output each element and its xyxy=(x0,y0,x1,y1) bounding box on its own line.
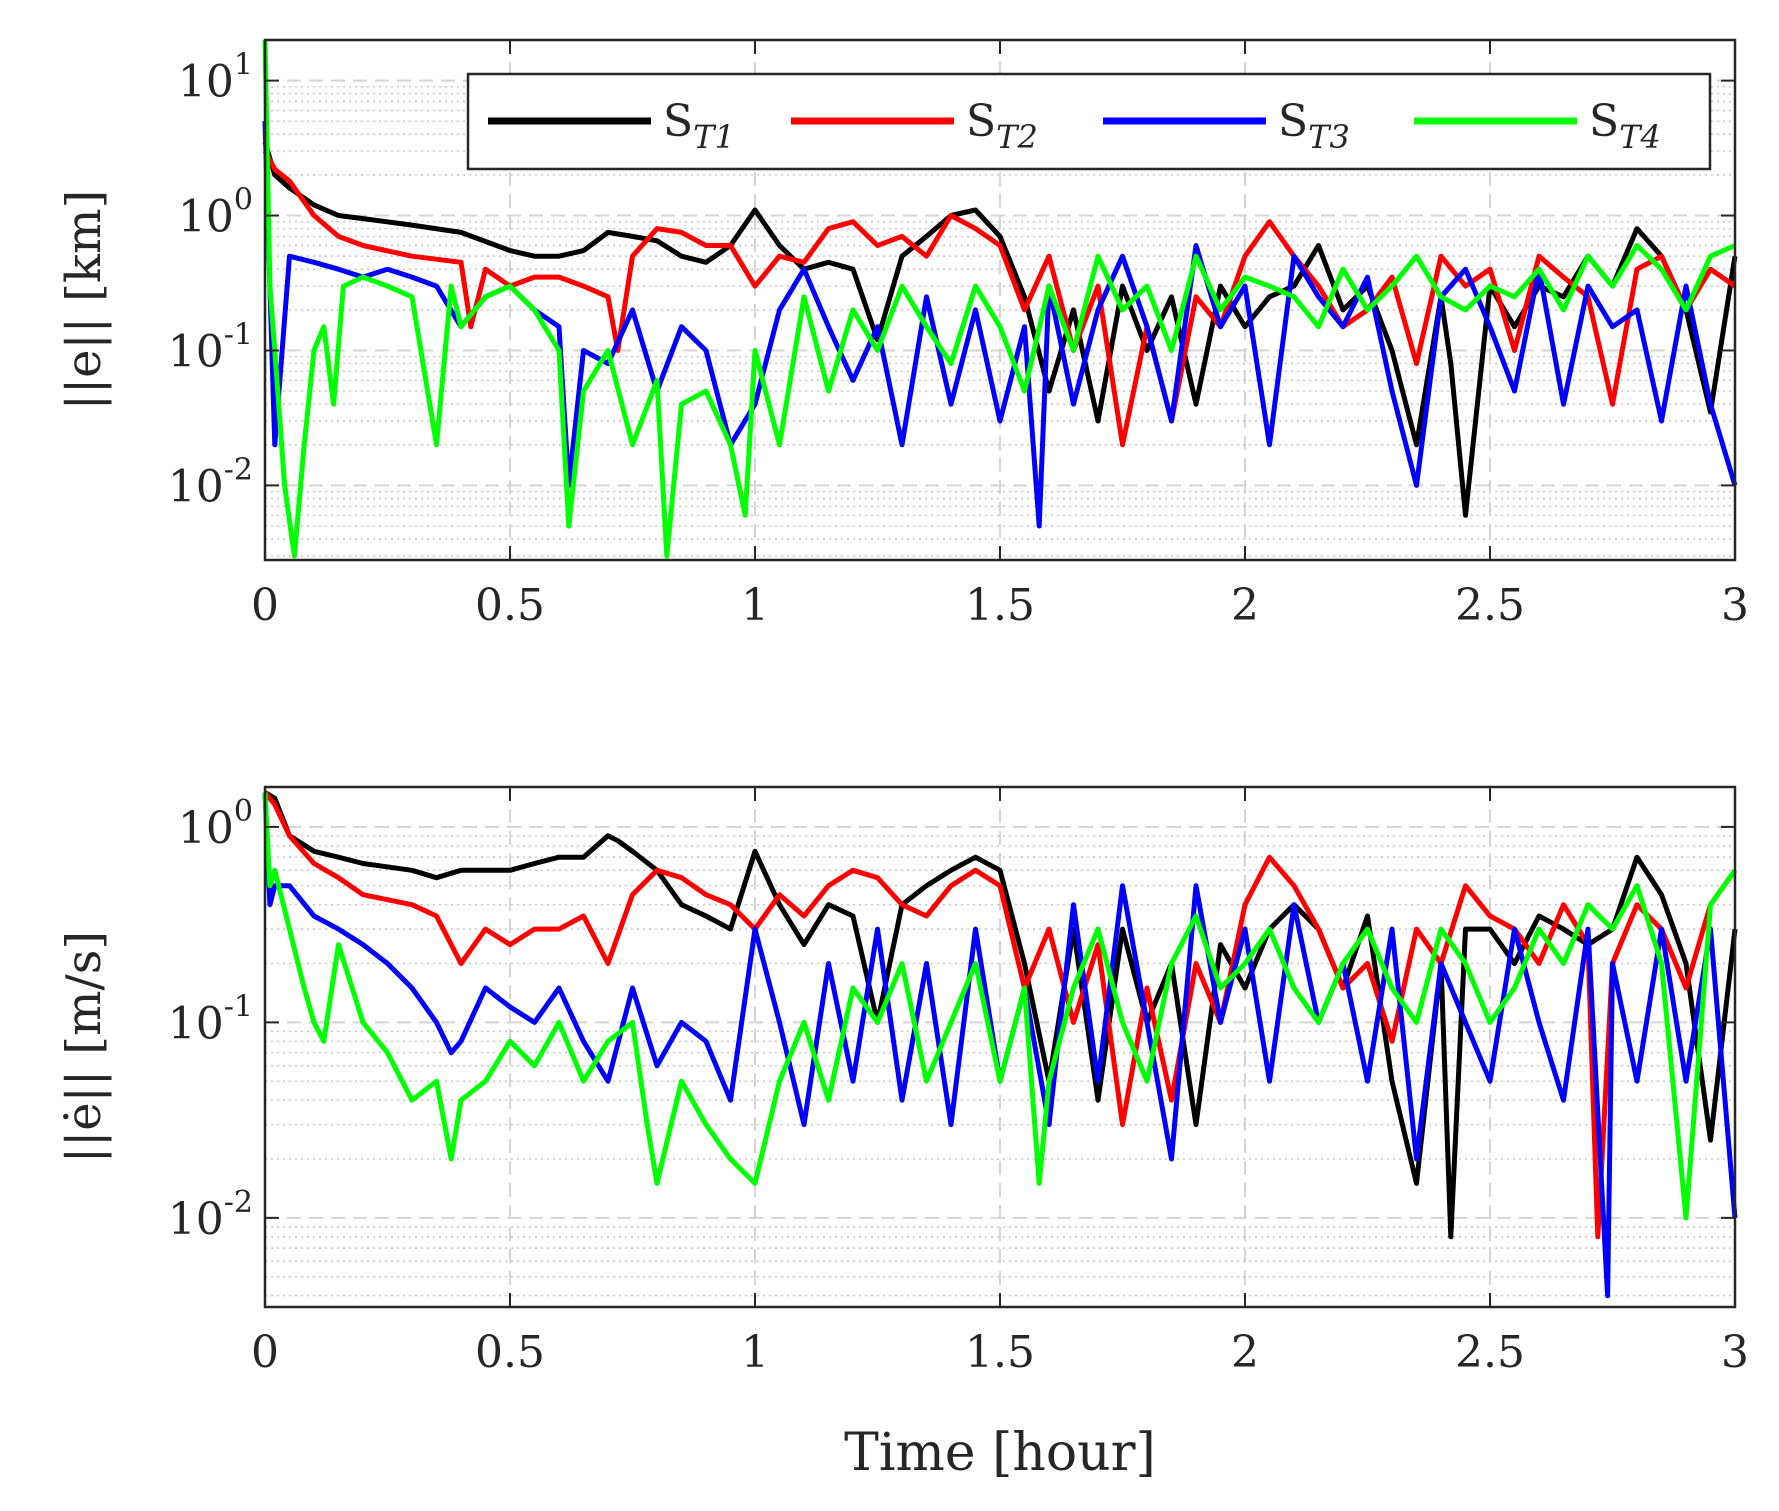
y-tick-base: 10 xyxy=(168,326,224,377)
series-line-st2 xyxy=(263,790,1738,1240)
x-tick-labels: 0 0.5 1 1.5 2 2.5 3 xyxy=(251,1327,1749,1378)
x-axis-label: Time [hour] xyxy=(844,1423,1156,1483)
y-axis-label: ||ė|| [m/s] xyxy=(56,931,112,1163)
legend-label-st2: S xyxy=(966,96,996,147)
y-tick-exponent: 0 xyxy=(234,794,253,829)
x-tick-label: 2.5 xyxy=(1455,580,1525,631)
svg-text:ST3: ST3 xyxy=(1278,96,1350,156)
x-tick-label: 0 xyxy=(251,1327,279,1378)
legend-entry-st3: ST3 xyxy=(1103,96,1350,156)
x-tick-label: 0.5 xyxy=(475,1327,545,1378)
y-tick-exponent: 1 xyxy=(234,48,253,83)
y-tick-label: 10-2 xyxy=(168,1185,253,1245)
x-tick-label: 2.5 xyxy=(1455,1327,1525,1378)
y-tick-exponent: -1 xyxy=(224,989,253,1024)
series-lines xyxy=(262,790,1738,1299)
legend-label-st4: S xyxy=(1589,96,1619,147)
y-tick-label: 100 xyxy=(178,794,253,854)
y-tick-exponent: -2 xyxy=(224,452,253,487)
legend-label-st1: S xyxy=(663,96,693,147)
series-line-st2 xyxy=(262,150,1737,448)
x-tick-label: 0 xyxy=(251,580,279,631)
x-tick-label: 2 xyxy=(1231,580,1259,631)
x-tick-label: 1 xyxy=(741,580,769,631)
x-tick-label: 2 xyxy=(1231,1327,1259,1378)
legend-sub-st2: T2 xyxy=(996,118,1038,156)
y-tick-base: 10 xyxy=(178,57,234,108)
legend-sub-st4: T4 xyxy=(1619,118,1661,156)
y-tick-exponent: -2 xyxy=(224,1185,253,1220)
y-tick-label: 101 xyxy=(178,48,253,108)
series-line-st1 xyxy=(263,790,1738,1240)
y-tick-label: 100 xyxy=(178,183,253,243)
legend-sub-st1: T1 xyxy=(693,118,735,156)
series-line-st4 xyxy=(262,39,1737,559)
y-tick-label: 10-2 xyxy=(168,452,253,512)
y-tick-label: 10-1 xyxy=(168,317,253,377)
x-tick-label: 3 xyxy=(1721,580,1749,631)
y-tick-label: 10-1 xyxy=(168,989,253,1049)
tick-marks xyxy=(264,787,1736,1307)
x-tick-labels: 0 0.5 1 1.5 2 2.5 3 xyxy=(251,580,1749,631)
legend-sub-st3: T3 xyxy=(1308,118,1350,156)
x-tick-label: 0.5 xyxy=(475,580,545,631)
svg-text:ST4: ST4 xyxy=(1589,96,1661,156)
x-tick-label: 1 xyxy=(741,1327,769,1378)
legend-entry-st4: ST4 xyxy=(1414,96,1661,156)
legend: ST1 ST2 ST3 ST4 xyxy=(466,72,1712,171)
svg-text:ST1: ST1 xyxy=(663,96,735,156)
legend-label-st3: S xyxy=(1278,96,1308,147)
y-tick-base: 10 xyxy=(178,192,234,243)
x-tick-label: 3 xyxy=(1721,1327,1749,1378)
y-tick-base: 10 xyxy=(178,803,234,854)
x-tick-label: 1.5 xyxy=(965,1327,1035,1378)
y-tick-base: 10 xyxy=(168,461,224,512)
y-axis-label: ||e|| [km] xyxy=(56,190,112,410)
series-line-st3 xyxy=(262,792,1738,1299)
y-tick-exponent: -1 xyxy=(224,317,253,352)
series-line-st4 xyxy=(262,792,1738,1221)
legend-entry-st2: ST2 xyxy=(791,96,1038,156)
y-tick-base: 10 xyxy=(168,998,224,1049)
series-lines xyxy=(262,39,1738,559)
tick-marks xyxy=(264,40,1736,560)
y-tick-exponent: 0 xyxy=(234,183,253,218)
legend-entry-st1: ST1 xyxy=(488,96,735,156)
x-tick-label: 1.5 xyxy=(965,580,1035,631)
y-tick-base: 10 xyxy=(168,1194,224,1245)
svg-text:ST2: ST2 xyxy=(966,96,1038,156)
